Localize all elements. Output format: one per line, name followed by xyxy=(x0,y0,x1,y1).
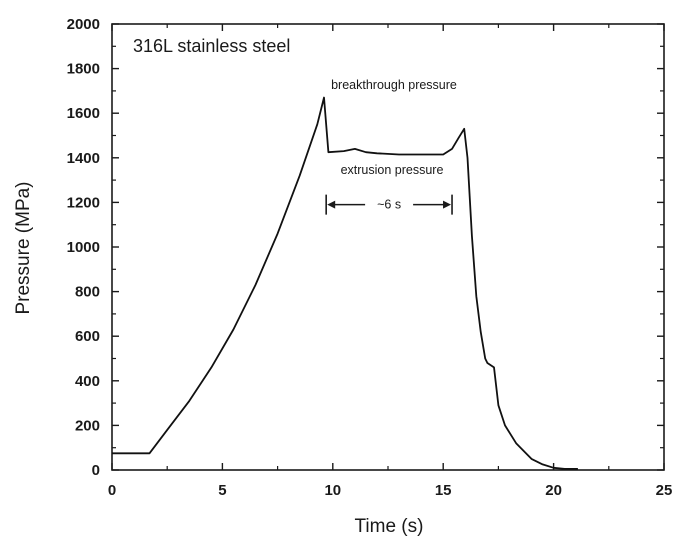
duration-arrowhead-left xyxy=(327,200,336,209)
pressure-series-line xyxy=(112,96,578,470)
x-tick-label: 0 xyxy=(108,482,116,499)
x-tick-label: 15 xyxy=(435,482,452,499)
y-tick-label: 2000 xyxy=(67,16,100,33)
y-tick-label: 0 xyxy=(92,462,100,479)
y-axis-title: Pressure (MPa) xyxy=(13,181,34,314)
extrusion-pressure-label: extrusion pressure xyxy=(341,163,444,177)
duration-arrowhead-right xyxy=(443,200,452,209)
x-tick-label: 25 xyxy=(656,482,673,499)
y-tick-label: 800 xyxy=(75,284,100,301)
y-tick-label: 1200 xyxy=(67,194,100,211)
y-tick-label: 200 xyxy=(75,417,100,434)
chart-title-label: 316L stainless steel xyxy=(133,36,290,56)
y-tick-label: 1600 xyxy=(67,105,100,122)
x-axis-title: Time (s) xyxy=(355,516,424,537)
x-tick-label: 5 xyxy=(218,482,226,499)
y-tick-label: 1000 xyxy=(67,239,100,256)
x-tick-label: 20 xyxy=(545,482,562,499)
y-tick-label: 600 xyxy=(75,328,100,345)
breakthrough-pressure-label: breakthrough pressure xyxy=(331,78,457,92)
y-tick-label: 400 xyxy=(75,373,100,390)
y-tick-label: 1800 xyxy=(67,61,100,78)
y-tick-label: 1400 xyxy=(67,150,100,167)
duration-label: ~6 s xyxy=(377,198,401,212)
tick-labels: 0 5 10 15 20 25 0 200 400 600 800 1000 1200 1400 1600 1… xyxy=(67,16,673,499)
annotation-layer xyxy=(325,194,453,215)
x-tick-label: 10 xyxy=(324,482,341,499)
series-layer xyxy=(112,96,578,470)
ticks xyxy=(111,23,665,471)
